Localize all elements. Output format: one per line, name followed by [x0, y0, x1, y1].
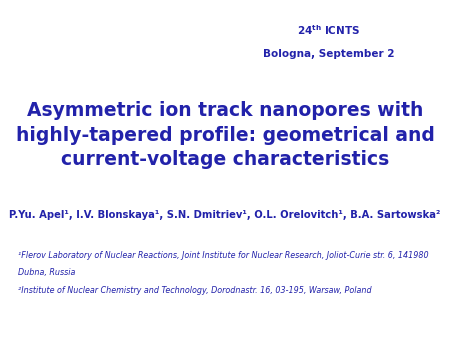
Text: Bologna, September 2: Bologna, September 2 [263, 49, 394, 59]
Text: Asymmetric ion track nanopores with
highly-tapered profile: geometrical and
curr: Asymmetric ion track nanopores with high… [16, 101, 434, 169]
Text: ¹Flerov Laboratory of Nuclear Reactions, Joint Institute for Nuclear Research, J: ¹Flerov Laboratory of Nuclear Reactions,… [18, 251, 428, 260]
Text: Dubna, Russia: Dubna, Russia [18, 268, 76, 276]
Text: ²Institute of Nuclear Chemistry and Technology, Dorodnastr. 16, 03-195, Warsaw, : ²Institute of Nuclear Chemistry and Tech… [18, 286, 372, 295]
Text: $\mathbf{24^{th}}$ ICNTS: $\mathbf{24^{th}}$ ICNTS [297, 24, 360, 37]
Text: P.Yu. Apel¹, I.V. Blonskaya¹, S.N. Dmitriev¹, O.L. Orelovitch¹, B.A. Sartowska²: P.Yu. Apel¹, I.V. Blonskaya¹, S.N. Dmitr… [9, 210, 441, 220]
